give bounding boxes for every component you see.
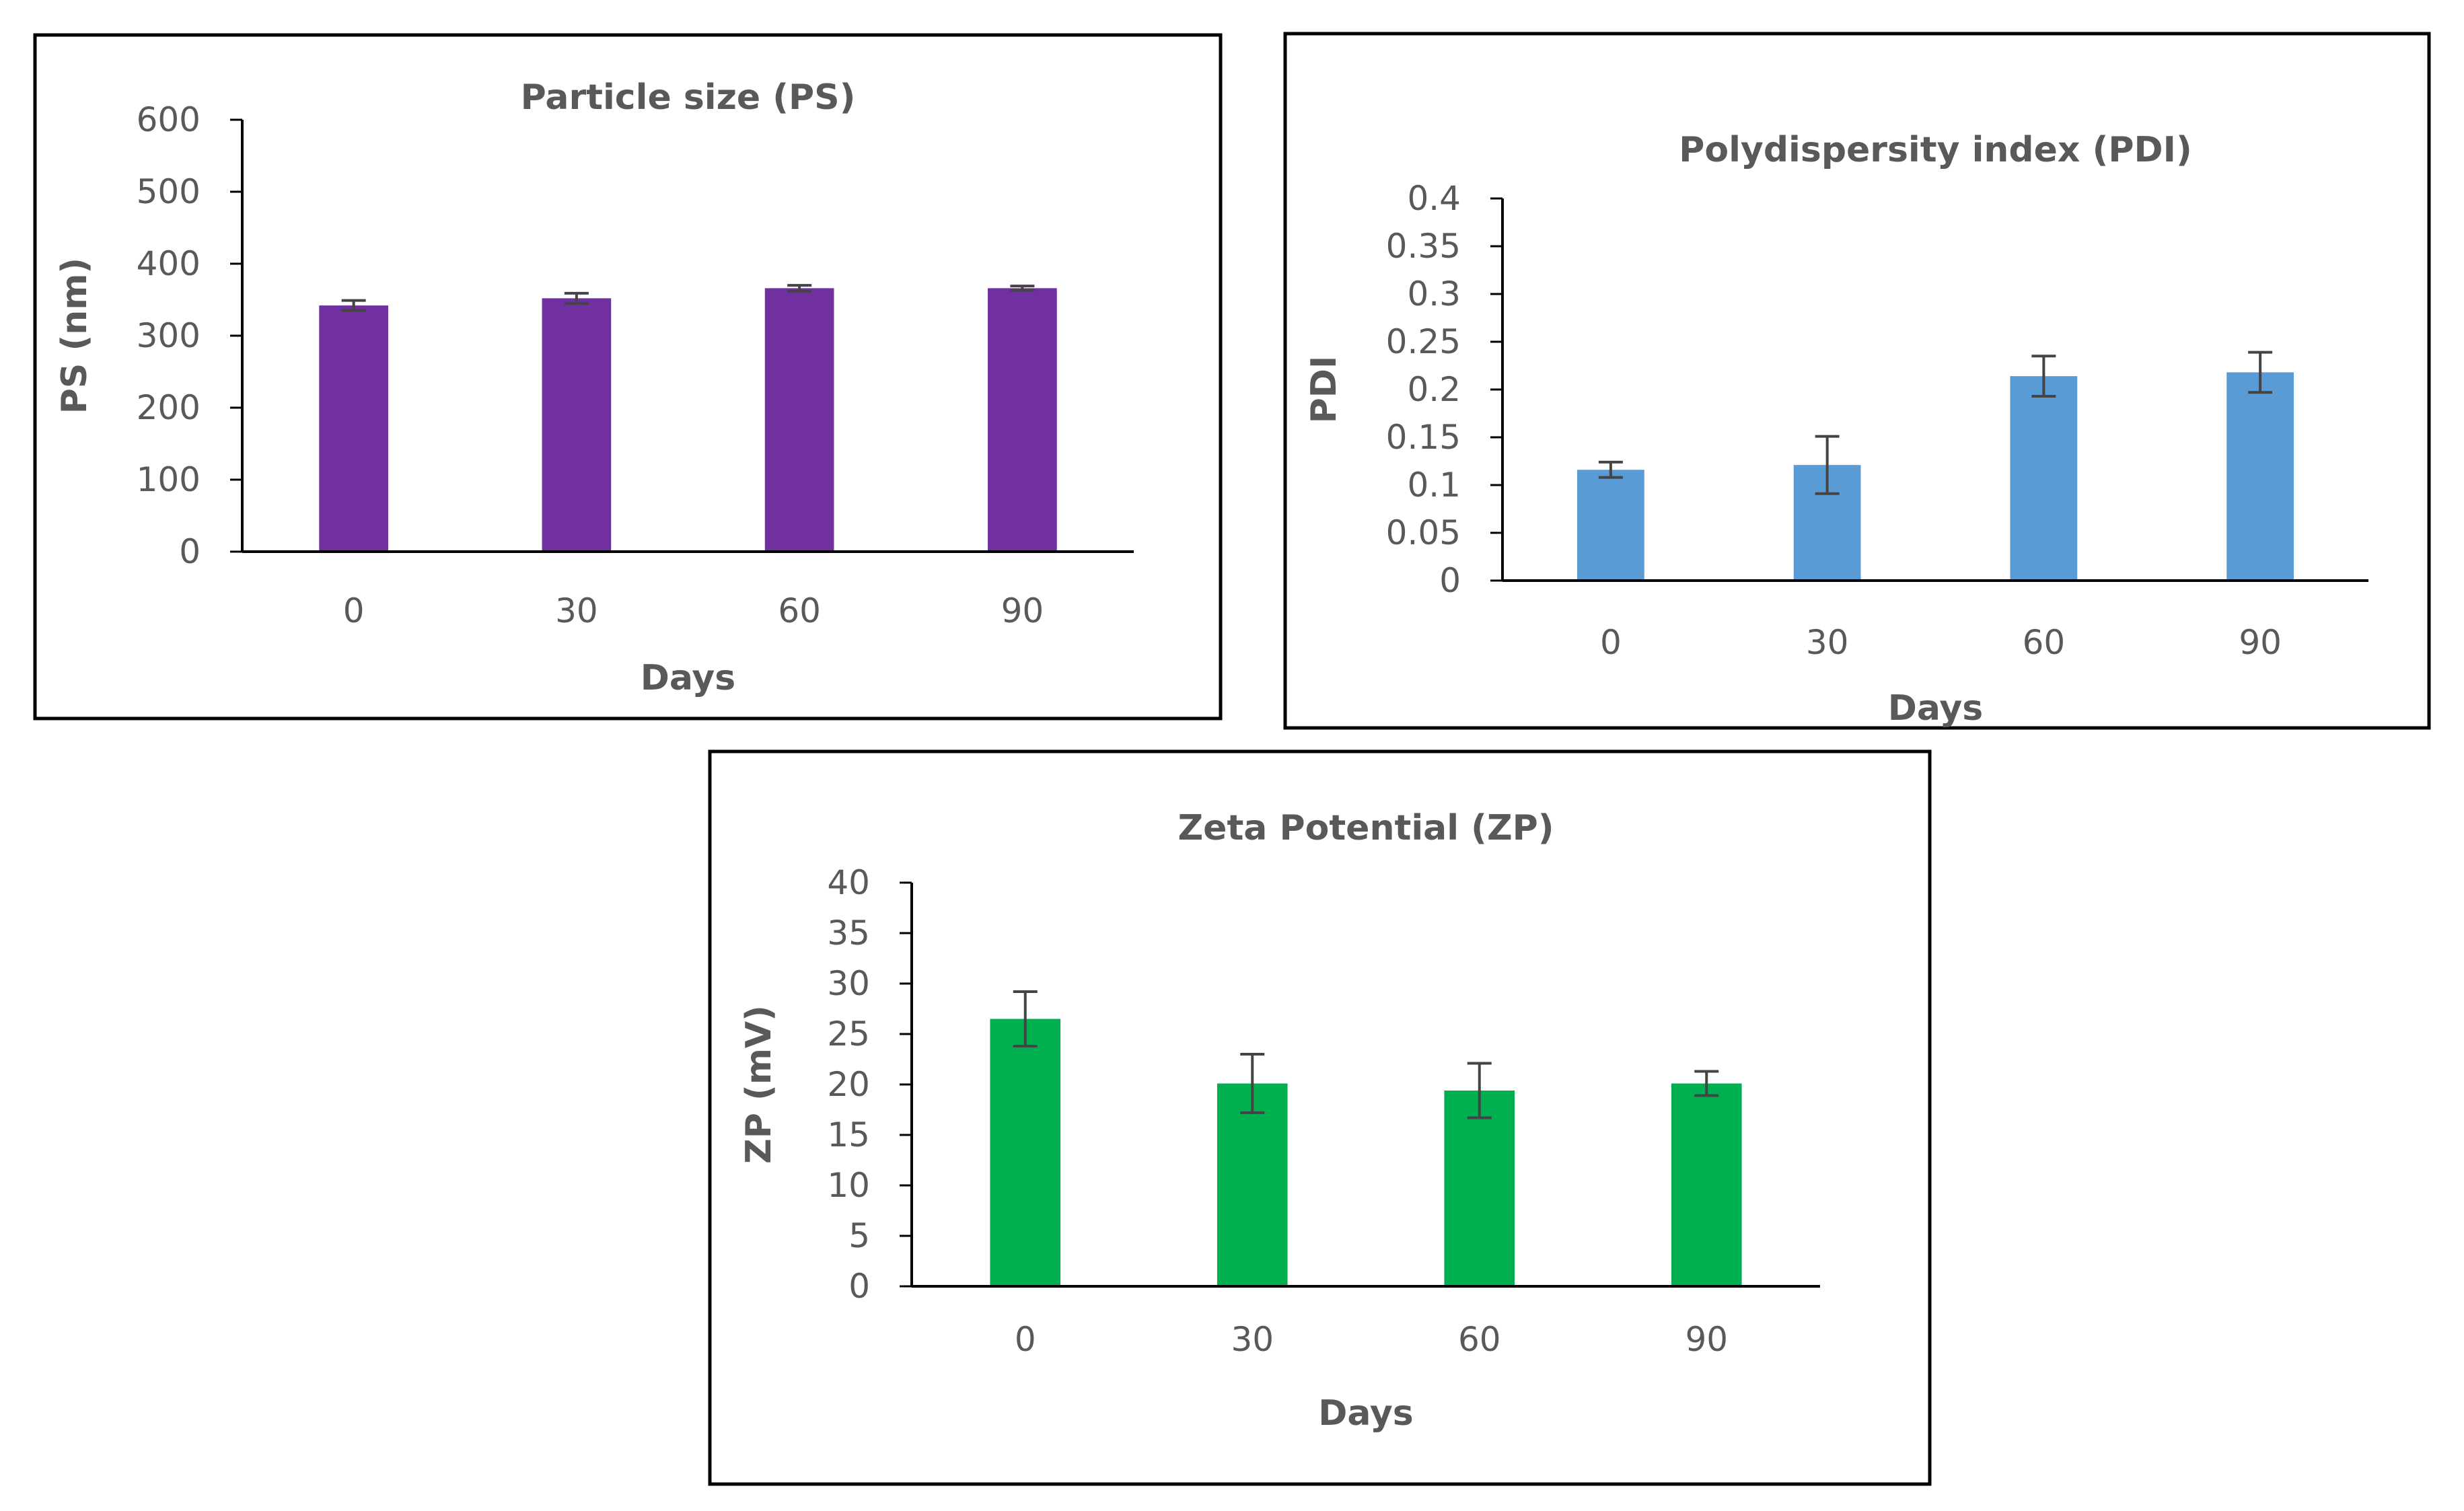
y-tick-label: 5 [848, 1216, 870, 1255]
error-bar-day-30 [1815, 435, 1840, 495]
bar-day-90 [2226, 372, 2294, 581]
y-tick-label: 0 [848, 1267, 870, 1306]
error-bar-day-60 [1467, 1062, 1492, 1119]
bar-day-0 [319, 305, 388, 552]
x-axis-title: Days [1888, 688, 1984, 729]
y-tick-label: 0.4 [1407, 179, 1461, 218]
x-axis-title: Days [641, 658, 736, 698]
y-axis-title: PS (nm) [55, 258, 95, 414]
x-tick-label: 90 [1685, 1320, 1728, 1359]
error-bar-day-90 [1010, 285, 1035, 292]
x-tick-label: 30 [555, 591, 598, 630]
y-tick-label: 200 [137, 388, 201, 427]
bar-day-90 [988, 288, 1057, 552]
y-axis-title: ZP (mV) [739, 1005, 779, 1164]
error-bar-day-30 [564, 291, 589, 305]
y-tick-label: 10 [827, 1166, 870, 1205]
y-tick-label: 500 [137, 172, 201, 211]
error-bar-day-0 [341, 299, 366, 312]
error-bar-day-90 [1694, 1070, 1719, 1097]
x-tick-label: 30 [1231, 1320, 1274, 1359]
error-bar-day-0 [1598, 460, 1623, 479]
y-tick-label: 40 [827, 863, 870, 902]
bar-day-60 [1444, 1091, 1515, 1286]
x-tick-label: 90 [1001, 591, 1044, 630]
error-bar-day-30 [1240, 1053, 1265, 1114]
y-tick-label: 0.35 [1386, 227, 1461, 266]
x-axis-title: Days [1318, 1393, 1414, 1434]
y-tick-label: 0 [179, 532, 201, 571]
x-tick-label: 0 [343, 591, 365, 630]
x-tick-label: 0 [1600, 623, 1622, 662]
chart-pdi: Polydispersity index (PDI) 0 0.05 0.1 0.15 0.… [1283, 32, 2431, 730]
error-bar-day-90 [2248, 351, 2273, 394]
y-tick-label: 15 [827, 1115, 870, 1154]
x-tick-label: 60 [778, 591, 821, 630]
chart-particle-size: Particle size (PS) 0 100 200 300 400 500 600 0 30… [33, 33, 1223, 721]
bar-day-0 [990, 1019, 1061, 1286]
x-tick-label: 90 [2239, 623, 2282, 662]
y-tick-label: 0 [1439, 561, 1461, 600]
x-tick-label: 60 [2023, 623, 2066, 662]
y-axis-title: PDI [1304, 356, 1344, 424]
chart-zeta-potential: Zeta Potential (ZP) 0 5 10 15 20 25 30 35 40 0 30 60… [708, 749, 1932, 1486]
chart-frame [708, 749, 1932, 1486]
y-tick-label: 20 [827, 1065, 870, 1104]
x-tick-label: 0 [1015, 1320, 1036, 1359]
chart-title: Zeta Potential (ZP) [1177, 808, 1554, 848]
error-bar-day-60 [787, 284, 812, 293]
chart-title: Polydispersity index (PDI) [1679, 130, 2191, 170]
chart-title: Particle size (PS) [521, 77, 856, 118]
y-tick-label: 0.05 [1386, 513, 1461, 552]
y-tick-label: 0.3 [1407, 274, 1461, 314]
y-tick-label: 0.15 [1386, 418, 1461, 457]
y-tick-label: 0.25 [1386, 322, 1461, 361]
y-tick-label: 0.1 [1407, 466, 1461, 505]
y-tick-label: 300 [137, 316, 201, 355]
y-tick-label: 100 [137, 460, 201, 499]
error-bar-day-60 [2031, 355, 2056, 398]
x-tick-label: 30 [1806, 623, 1849, 662]
x-tick-label: 60 [1458, 1320, 1501, 1359]
bar-day-60 [764, 288, 834, 552]
bar-day-90 [1671, 1083, 1742, 1286]
bar-day-30 [542, 298, 612, 552]
y-tick-label: 30 [827, 964, 870, 1003]
y-tick-label: 400 [137, 244, 201, 283]
y-tick-label: 0.2 [1407, 370, 1461, 409]
bar-day-30 [1217, 1083, 1288, 1286]
y-tick-label: 35 [827, 914, 870, 953]
y-tick-label: 25 [827, 1015, 870, 1054]
error-bar-day-0 [1013, 990, 1038, 1047]
bar-day-60 [2010, 376, 2078, 581]
bar-day-0 [1577, 470, 1644, 581]
y-tick-label: 600 [137, 100, 201, 139]
